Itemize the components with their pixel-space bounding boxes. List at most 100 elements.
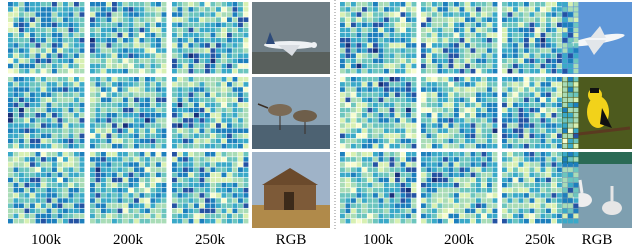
heat-cell bbox=[563, 162, 568, 167]
heat-cell bbox=[74, 38, 79, 43]
heat-cell bbox=[357, 198, 362, 203]
heat-cell bbox=[574, 139, 579, 144]
heat-cell bbox=[80, 77, 85, 82]
heat-cell bbox=[123, 118, 128, 123]
heat-cell bbox=[172, 43, 177, 48]
heat-cell bbox=[552, 157, 557, 162]
heat-cell bbox=[36, 144, 41, 149]
heat-cell bbox=[19, 23, 24, 28]
heat-cell bbox=[244, 198, 249, 203]
heat-cell bbox=[502, 17, 507, 22]
heat-cell bbox=[508, 28, 513, 33]
heat-cell bbox=[340, 173, 345, 178]
heat-cell bbox=[482, 108, 487, 113]
heat-cell bbox=[151, 193, 156, 198]
heat-cell bbox=[205, 134, 210, 139]
heat-cell bbox=[36, 103, 41, 108]
heat-cell bbox=[25, 118, 30, 123]
heat-cell bbox=[96, 123, 101, 128]
heat-cell bbox=[112, 193, 117, 198]
heat-cell bbox=[390, 144, 395, 149]
heat-cell bbox=[412, 173, 417, 178]
heat-cell bbox=[238, 183, 243, 188]
heat-cell bbox=[107, 82, 112, 87]
heat-cell bbox=[357, 17, 362, 22]
heat-cell bbox=[508, 7, 513, 12]
heat-cell bbox=[238, 28, 243, 33]
heat-cell bbox=[568, 113, 573, 118]
heat-cell bbox=[357, 38, 362, 43]
heat-cell bbox=[357, 152, 362, 157]
heat-cell bbox=[508, 167, 513, 172]
column-label: RGB bbox=[276, 232, 307, 248]
heat-cell bbox=[211, 64, 216, 69]
heat-cell bbox=[183, 48, 188, 53]
heat-cell bbox=[69, 64, 74, 69]
heat-cell bbox=[406, 69, 411, 74]
heat-cell bbox=[107, 77, 112, 82]
heat-cell bbox=[183, 98, 188, 103]
heat-cell bbox=[406, 203, 411, 208]
heat-cell bbox=[476, 144, 481, 149]
heat-cell bbox=[156, 219, 161, 224]
heat-cell bbox=[546, 144, 551, 149]
heat-cell bbox=[508, 178, 513, 183]
heat-cell bbox=[8, 209, 13, 214]
heat-cell bbox=[151, 113, 156, 118]
heat-cell bbox=[384, 28, 389, 33]
heat-cell bbox=[58, 178, 63, 183]
heat-cell bbox=[63, 139, 68, 144]
heat-cell bbox=[421, 173, 426, 178]
heat-cell bbox=[156, 157, 161, 162]
heat-cell bbox=[216, 219, 221, 224]
heat-cell bbox=[460, 28, 465, 33]
heat-cell bbox=[519, 203, 524, 208]
heat-cell bbox=[519, 193, 524, 198]
heat-cell bbox=[222, 108, 227, 113]
heat-cell bbox=[557, 193, 562, 198]
heat-cell bbox=[443, 188, 448, 193]
heat-cell bbox=[140, 157, 145, 162]
heat-cell bbox=[384, 7, 389, 12]
heat-cell bbox=[351, 198, 356, 203]
heat-cell bbox=[524, 178, 529, 183]
heat-cell bbox=[80, 59, 85, 64]
heat-cell bbox=[373, 183, 378, 188]
heat-cell bbox=[140, 167, 145, 172]
heat-cell bbox=[69, 128, 74, 133]
heat-cell bbox=[493, 209, 498, 214]
heat-cell bbox=[357, 53, 362, 58]
heat-cell bbox=[151, 33, 156, 38]
heat-cell bbox=[14, 193, 19, 198]
heat-cell bbox=[90, 12, 95, 17]
heat-cell bbox=[47, 178, 52, 183]
heat-cell bbox=[357, 178, 362, 183]
heat-cell bbox=[351, 23, 356, 28]
heat-cell bbox=[134, 48, 139, 53]
heat-cell bbox=[351, 162, 356, 167]
heat-cell bbox=[465, 77, 470, 82]
heat-cell bbox=[52, 144, 57, 149]
heat-cell bbox=[546, 183, 551, 188]
heat-cell bbox=[162, 87, 167, 92]
heat-cell bbox=[118, 113, 123, 118]
heat-cell bbox=[90, 23, 95, 28]
heat-cell bbox=[568, 77, 573, 82]
heat-cell bbox=[134, 103, 139, 108]
heat-cell bbox=[96, 98, 101, 103]
heat-cell bbox=[205, 69, 210, 74]
heat-cell bbox=[530, 144, 535, 149]
heat-cell bbox=[541, 113, 546, 118]
heat-cell bbox=[200, 7, 205, 12]
heat-cell bbox=[52, 38, 57, 43]
heat-cell bbox=[482, 103, 487, 108]
heat-cell bbox=[465, 113, 470, 118]
heat-cell bbox=[30, 214, 35, 219]
heat-cell bbox=[134, 183, 139, 188]
heat-cell bbox=[557, 123, 562, 128]
heat-cell bbox=[52, 82, 57, 87]
heat-cell bbox=[140, 28, 145, 33]
heat-cell bbox=[362, 178, 367, 183]
heat-cell bbox=[200, 23, 205, 28]
heat-cell bbox=[238, 108, 243, 113]
